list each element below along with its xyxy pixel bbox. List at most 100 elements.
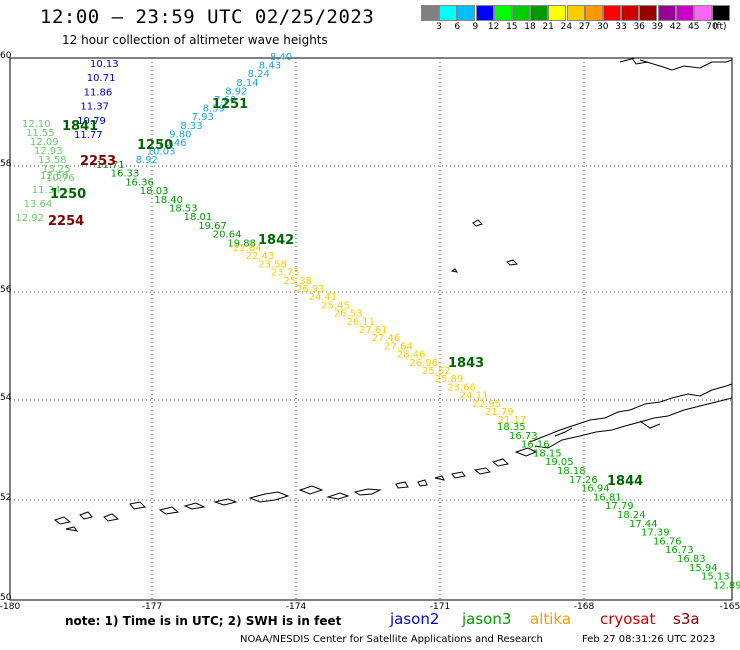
wave-height-value: 25.52	[422, 366, 451, 377]
wave-height-value: 13.58	[38, 155, 67, 166]
wave-height-value: 19.05	[545, 457, 574, 468]
wave-height-value: 18.03	[140, 186, 169, 197]
wave-height-value: 18.40	[154, 195, 183, 206]
wave-height-value: 12.93	[34, 146, 63, 157]
scale-tick-label: 27	[578, 22, 591, 32]
wave-height-value: 8.14	[236, 78, 258, 89]
pass-time-label: 1250	[137, 138, 173, 153]
wave-height-value: 16.73	[509, 431, 538, 442]
wave-height-value: 27.61	[359, 325, 388, 336]
wave-height-value: 28.46	[397, 350, 426, 361]
longitude-label: -165	[719, 602, 740, 612]
wave-height-value: 24.41	[309, 292, 338, 303]
pass-time-label: 2254	[48, 214, 84, 229]
pass-time-label: 1844	[607, 474, 643, 489]
wave-height-value: 10.76	[46, 173, 75, 184]
pass-time-label: 1250	[50, 187, 86, 202]
scale-tick-label: 15	[506, 22, 518, 32]
pass-time-label: 1843	[448, 356, 484, 371]
scale-swatch	[475, 5, 494, 21]
legend-jason3: jason3	[462, 610, 512, 628]
track-jason3-c: 18.3516.7316.1618.1519.0518.1817.2616.94…	[497, 422, 740, 591]
legend-s3a: s3a	[673, 610, 700, 628]
wave-height-value: 11.77	[74, 130, 103, 141]
wave-height-value: 15.13	[701, 572, 730, 583]
wave-height-value: 16.83	[677, 554, 706, 565]
wave-height-value: 23.73	[271, 268, 300, 279]
track-jason3-d: 12.50 11.34 13.64 12.92	[15, 171, 68, 224]
scale-swatch	[421, 5, 439, 21]
wave-height-value: 10.46	[158, 138, 187, 149]
scale-swatch	[548, 5, 567, 21]
scale-swatch	[603, 5, 621, 21]
wave-height-value: 22.43	[246, 251, 275, 262]
pass-timestamps: 1251 1841 1250 2253 1250 2254 1842 1843 1844	[48, 97, 643, 489]
scale-swatch	[584, 5, 603, 21]
wave-height-value: 17.39	[641, 528, 670, 539]
scale-tick-label: 36	[633, 22, 645, 32]
wave-height-value: 8.43	[259, 61, 281, 72]
latitude-label: 54	[0, 393, 12, 403]
generated-time: Feb 27 08:31:26 UTC 2023	[582, 634, 716, 645]
pass-time-label: 1842	[258, 233, 294, 248]
scale-swatch	[712, 5, 731, 21]
scale-unit: (ft)	[713, 22, 727, 32]
wave-height-value: 16.94	[581, 484, 610, 495]
legend-jason2: jason2	[390, 610, 440, 628]
credit-line: NOAA/NESDIS Center for Satellite Applica…	[240, 634, 543, 645]
wave-height-value: 25.45	[321, 300, 350, 311]
wave-height-value: 18.15	[533, 448, 562, 459]
wave-height-value: 12.89	[713, 580, 740, 591]
wave-height-value: 20.64	[213, 230, 242, 241]
graticule	[10, 58, 732, 600]
wave-height-value: 10.79	[77, 116, 106, 127]
wave-height-value: 11.37	[80, 102, 109, 113]
wave-height-value: 21.79	[485, 407, 514, 418]
wave-height-value: 22.95	[472, 399, 501, 410]
wave-height-value: 16.81	[593, 492, 622, 503]
satellite-tracks: 10.1310.7111.8611.3710.7911.778.408.438.…	[15, 52, 740, 591]
scale-tick-label: 6	[454, 22, 461, 32]
wave-height-value: 17.26	[569, 475, 598, 486]
track-jason3-b: 11.7116.3316.3618.0318.4018.5318.0119.67…	[96, 160, 256, 249]
wave-height-value: 24.11	[460, 391, 489, 402]
wave-height-value: 13.64	[24, 199, 53, 210]
scale-swatch	[512, 5, 530, 21]
scale-tick-label: 45	[688, 22, 700, 32]
wave-height-value: 26.53	[334, 309, 363, 320]
scale-swatch	[457, 5, 476, 21]
wave-height-value: 8.40	[270, 52, 292, 63]
latitude-label: 50	[0, 593, 12, 603]
latitude-label: 52	[0, 493, 12, 503]
wave-height-value: 26.11	[346, 317, 375, 328]
scale-swatch	[675, 5, 694, 21]
wave-height-value: 11.71	[96, 160, 125, 171]
chart-subtitle: 12 hour collection of altimeter wave hei…	[62, 33, 328, 47]
wave-height-value: 16.16	[521, 440, 550, 451]
wave-height-value: 12.92	[15, 213, 44, 224]
scale-tick-label: 18	[524, 22, 536, 32]
scale-tick-label: 3	[436, 22, 442, 32]
longitude-label: -171	[429, 602, 451, 612]
scale-swatch	[439, 5, 458, 21]
wave-height-value: 26.93	[296, 284, 325, 295]
scale-tick-label: 42	[669, 22, 682, 32]
scale-tick-label: 70	[706, 22, 718, 32]
wave-height-value: 19.67	[198, 221, 227, 232]
wave-height-value: 8.92	[136, 155, 158, 166]
wave-height-value: 15.94	[689, 563, 718, 574]
wave-height-value: 22.64	[233, 243, 262, 254]
wave-height-value: 23.58	[258, 259, 287, 270]
track-cryosat-a: 8.408.438.248.148.927.608.597.938.339.80…	[136, 52, 293, 166]
map-frame	[9, 57, 733, 601]
wave-height-value: 10.13	[90, 59, 119, 70]
wave-height-value: 19.88	[227, 238, 256, 249]
scale-tick-label: 24	[560, 22, 573, 32]
wave-height-value: 16.36	[125, 177, 154, 188]
wave-height-value: 18.53	[169, 204, 198, 215]
legend-cryosat: cryosat	[600, 610, 656, 628]
pass-time-label: 1251	[212, 97, 248, 112]
wave-height-value: 18.24	[617, 510, 646, 521]
